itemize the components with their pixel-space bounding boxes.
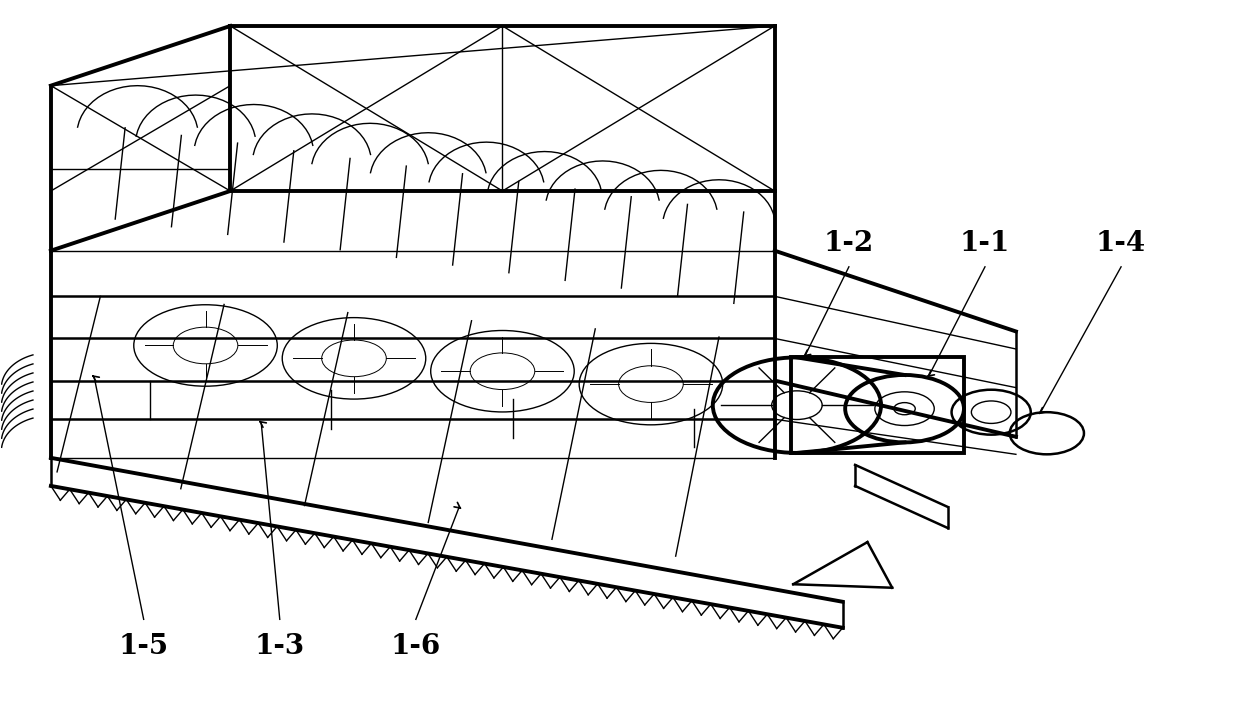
Text: 1-5: 1-5 bbox=[119, 632, 169, 660]
Text: 1-3: 1-3 bbox=[254, 632, 305, 660]
Text: 1-6: 1-6 bbox=[391, 632, 441, 660]
Text: 1-1: 1-1 bbox=[960, 230, 1011, 257]
Bar bbox=[791, 357, 963, 453]
Text: 1-2: 1-2 bbox=[823, 230, 874, 257]
Text: 1-4: 1-4 bbox=[1096, 230, 1146, 257]
